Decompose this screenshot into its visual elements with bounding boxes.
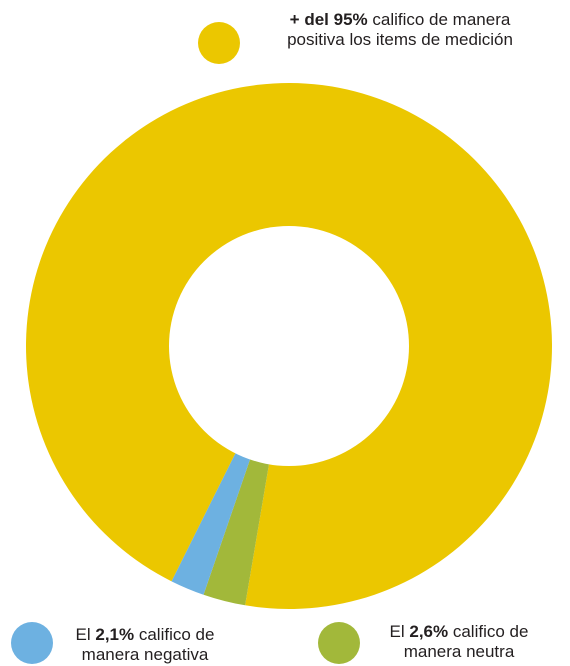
legend-negative-line2: manera negativa (81, 645, 209, 664)
legend-text-neutral: El 2,6% califico de manera neutra (364, 622, 554, 662)
legend-positive-line2: positiva los items de medición (287, 30, 513, 49)
legend-negative-prefix: El (75, 625, 96, 644)
legend-negative-bold: 2,1% (95, 625, 135, 644)
donut-hole (169, 226, 409, 466)
legend-dot-neutral (318, 622, 360, 664)
legend-neutral-line1: El 2,6% califico de (364, 622, 554, 642)
legend-dot-positive (198, 22, 240, 64)
legend-neutral-prefix: El (389, 622, 410, 641)
legend-negative-line1: El 2,1% califico de (50, 625, 240, 645)
legend-neutral-line2: manera neutra (403, 642, 515, 661)
legend-positive-line1-rest: califico de manera (367, 10, 511, 29)
legend-positive-line1: + del 95% califico de manera (250, 10, 550, 30)
legend-positive-bold: + del 95% (289, 10, 368, 29)
legend-neutral-line1-rest: califico de (448, 622, 529, 641)
legend-negative-line1-rest: califico de (134, 625, 215, 644)
legend-dot-negative (11, 622, 53, 664)
legend-neutral-bold: 2,6% (409, 622, 449, 641)
legend-text-negative: El 2,1% califico de manera negativa (50, 625, 240, 665)
legend-text-positive: + del 95% califico de manera positiva lo… (250, 10, 550, 50)
